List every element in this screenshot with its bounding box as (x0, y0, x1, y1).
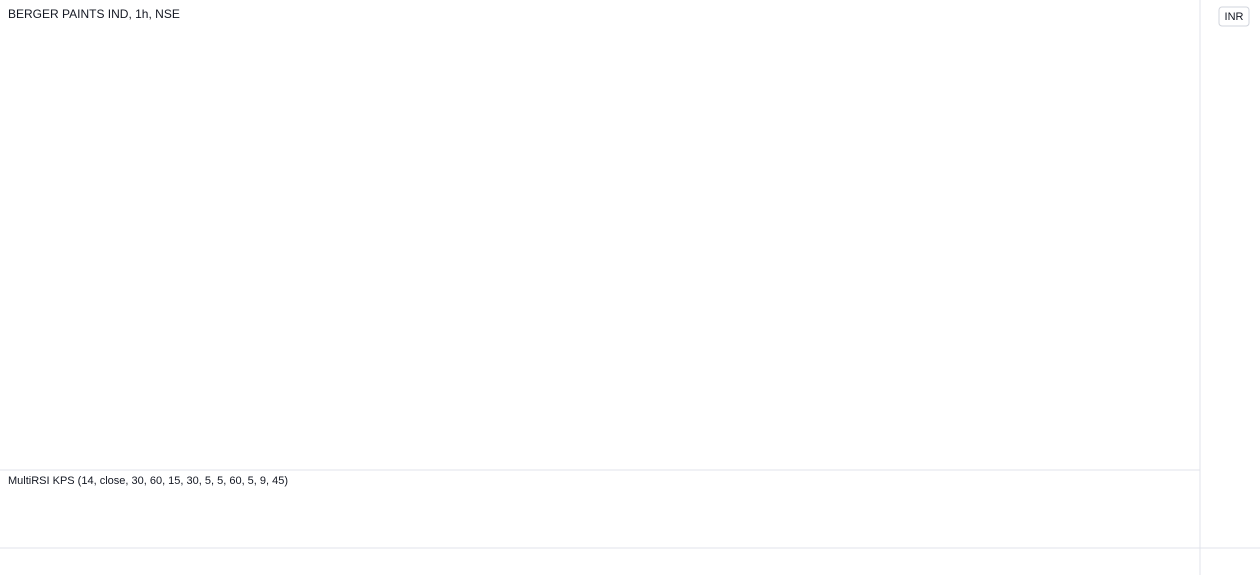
chart-title: BERGER PAINTS IND, 1h, NSE (8, 7, 180, 21)
currency-box[interactable] (1218, 6, 1250, 27)
indicator-label: MultiRSI KPS (14, close, 30, 60, 15, 30,… (8, 475, 288, 487)
currency[interactable]: INR (1225, 11, 1244, 23)
